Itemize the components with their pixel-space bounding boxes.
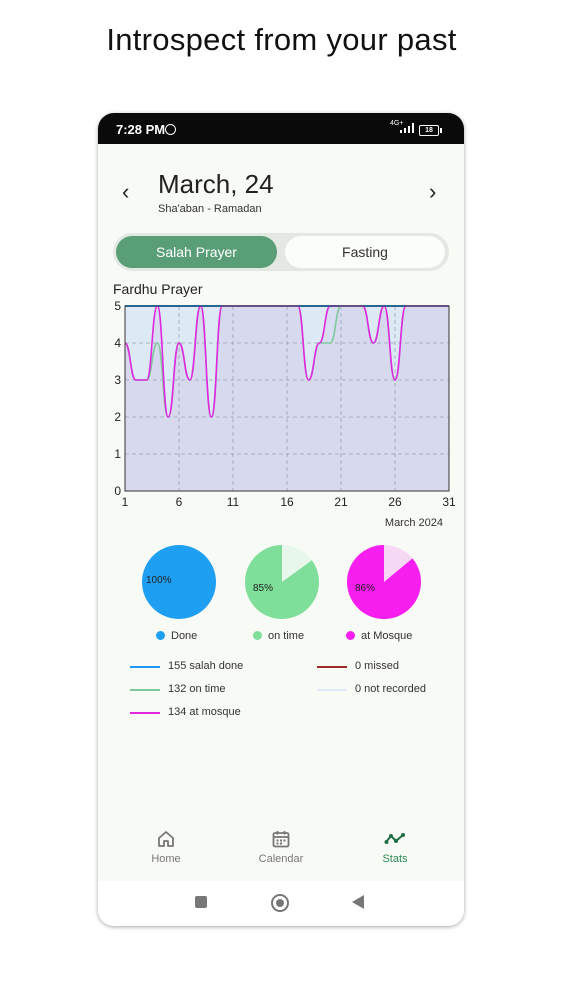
nav-home[interactable]: Home [105,813,227,865]
legend-line-not-recorded [317,689,347,691]
y-tick-label: 4 [114,336,121,350]
stats-icon [384,833,405,844]
pie-slice [347,545,421,619]
home-system-button[interactable] [271,894,289,912]
legend-dot [346,631,355,640]
previous-month-button[interactable]: ‹ [122,179,130,204]
y-tick-label: 5 [114,299,121,313]
legend-on-time: 132 on time [168,683,226,695]
home-icon [158,831,174,847]
chart-title: Fardhu Prayer [113,281,203,297]
y-tick-label: 0 [114,484,121,498]
date-title: March, 24 [158,169,274,199]
next-month-button[interactable]: › [429,179,437,204]
status-time: 7:28 PM [116,122,166,137]
legend-line-at-mosque [130,712,160,714]
pie-slice [245,545,319,619]
legend-line-missed [317,666,347,668]
x-tick-label: 6 [176,495,183,509]
pie-slice [142,545,216,619]
legend-line-on-time [130,689,160,691]
plot-frame [124,305,450,492]
calendar-icon [272,831,290,848]
system-navigation-bar [98,881,464,926]
nav-stats-label: Stats [382,853,408,865]
y-tick-label: 3 [114,373,121,387]
y-tick-label: 2 [114,410,121,424]
pie-legend-label: Done [171,630,198,642]
pie-percent-label: 86% [355,583,375,594]
pie-legend-label: on time [268,630,305,642]
x-tick-label: 26 [388,495,402,509]
legend-dot [156,631,165,640]
back-button[interactable] [352,895,364,909]
x-tick-label: 16 [280,495,294,509]
status-bar: 7:28 PM 4G+ 18 [98,113,464,144]
phone-screen: 7:28 PM 4G+ 18 ‹ › March, 24 Sha'aban - … [98,113,464,926]
pie-at-mosque: 86% [347,545,421,619]
date-subtitle: Sha'aban - Ramadan [158,203,262,215]
pie-legend-on-time: on time [253,630,304,642]
x-tick-label: 1 [122,495,129,509]
x-tick-label: 21 [334,495,348,509]
pie-legend-at-mosque: at Mosque [346,630,412,642]
legend-dot [253,631,262,640]
pie-percent-label: 85% [253,583,273,594]
x-tick-label: 31 [442,495,456,509]
legend-line-salah-done [130,666,160,668]
headline: Introspect from your past [106,22,457,57]
nav-stats[interactable]: Stats [334,813,456,865]
y-tick-label: 1 [114,447,121,461]
legend-missed: 0 missed [355,660,400,672]
nav-calendar-label: Calendar [258,853,304,865]
pie-done: 100% [142,545,216,619]
network-label: 4G+ [390,120,404,127]
nav-home-label: Home [151,853,181,865]
recent-apps-button[interactable] [195,896,207,908]
tab-salah-prayer[interactable]: Salah Prayer [116,236,277,268]
legend-salah-done: 155 salah done [168,660,244,672]
x-axis-label: March 2024 [385,517,443,529]
battery-icon: 18 [419,125,442,136]
pie-legend-done: Done [156,630,197,642]
x-tick-label: 11 [227,495,240,509]
nav-calendar[interactable]: Calendar [220,813,342,865]
legend-not-recorded: 0 not recorded [355,683,426,695]
pie-on-time: 85% [245,545,319,619]
bottom-navigation: Home Calendar [98,813,464,881]
pie-percent-label: 100% [146,575,172,586]
prayer-tabs: Salah Prayer Fasting [113,233,449,271]
signal-icon [400,123,414,133]
pie-legend-label: at Mosque [361,630,413,642]
legend-at-mosque: 134 at mosque [168,706,241,718]
tab-fasting[interactable]: Fasting [285,236,445,268]
alarm-icon [165,124,176,135]
